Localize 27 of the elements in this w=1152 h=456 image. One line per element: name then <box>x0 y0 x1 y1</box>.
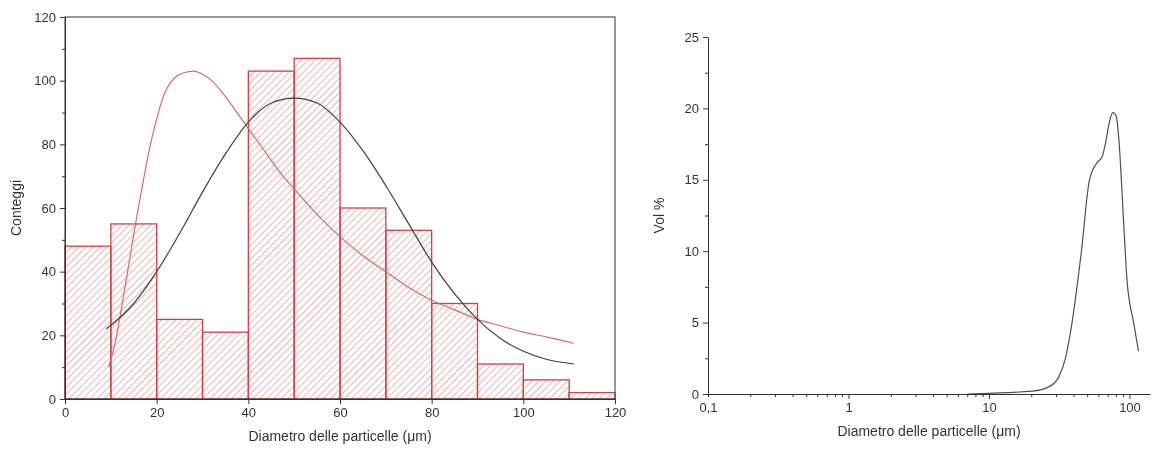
y-tick-label: 100 <box>34 73 56 89</box>
y-tick-label: 15 <box>684 172 699 188</box>
x-tick-label: 0 <box>61 405 70 421</box>
y-axis-title: Conteggi <box>8 179 24 237</box>
y-axis-title: Vol % <box>651 197 667 234</box>
x-tick-label: 80 <box>424 405 440 421</box>
y-tick-label: 20 <box>684 101 699 117</box>
x-tick-label: 1 <box>845 400 853 416</box>
y-tick-label: 120 <box>34 9 56 25</box>
y-tick-label: 20 <box>41 327 56 343</box>
x-tick-label: 60 <box>333 405 348 421</box>
y-tick-label: 5 <box>691 315 699 331</box>
x-tick-label: 20 <box>149 405 165 421</box>
x-axis-title: Diametro delle particelle (μm) <box>248 428 432 444</box>
y-tick-label: 25 <box>684 29 699 45</box>
x-tick-label: 100 <box>1119 400 1141 416</box>
x-tick-label: 100 <box>512 405 535 421</box>
x-tick-label: 40 <box>241 405 257 421</box>
x-tick-label: 0,1 <box>699 400 718 416</box>
x-tick-label: 10 <box>982 400 997 416</box>
x-tick-label: 120 <box>604 405 627 421</box>
x-axis-title: Diametro delle particelle (μm) <box>837 423 1021 439</box>
y-tick-label: 40 <box>41 264 56 280</box>
y-tick-label: 10 <box>684 243 699 259</box>
y-tick-label: 80 <box>41 136 56 152</box>
y-tick-label: 0 <box>691 386 699 402</box>
y-tick-label: 60 <box>41 200 56 216</box>
